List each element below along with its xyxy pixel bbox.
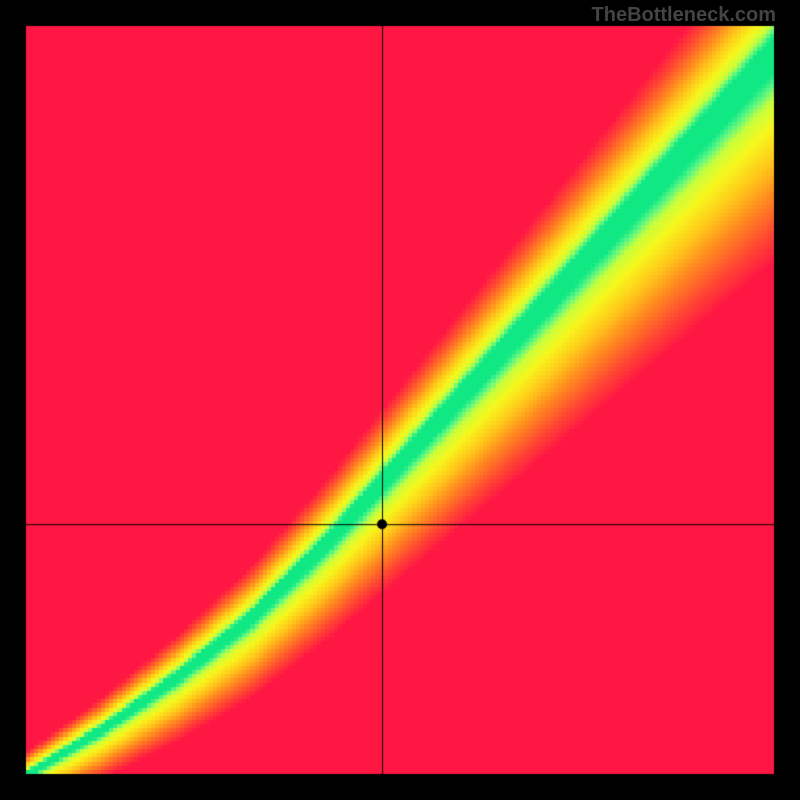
bottleneck-heatmap <box>0 0 800 800</box>
watermark-label: TheBottleneck.com <box>592 4 776 27</box>
chart-container: TheBottleneck.com <box>0 0 800 800</box>
